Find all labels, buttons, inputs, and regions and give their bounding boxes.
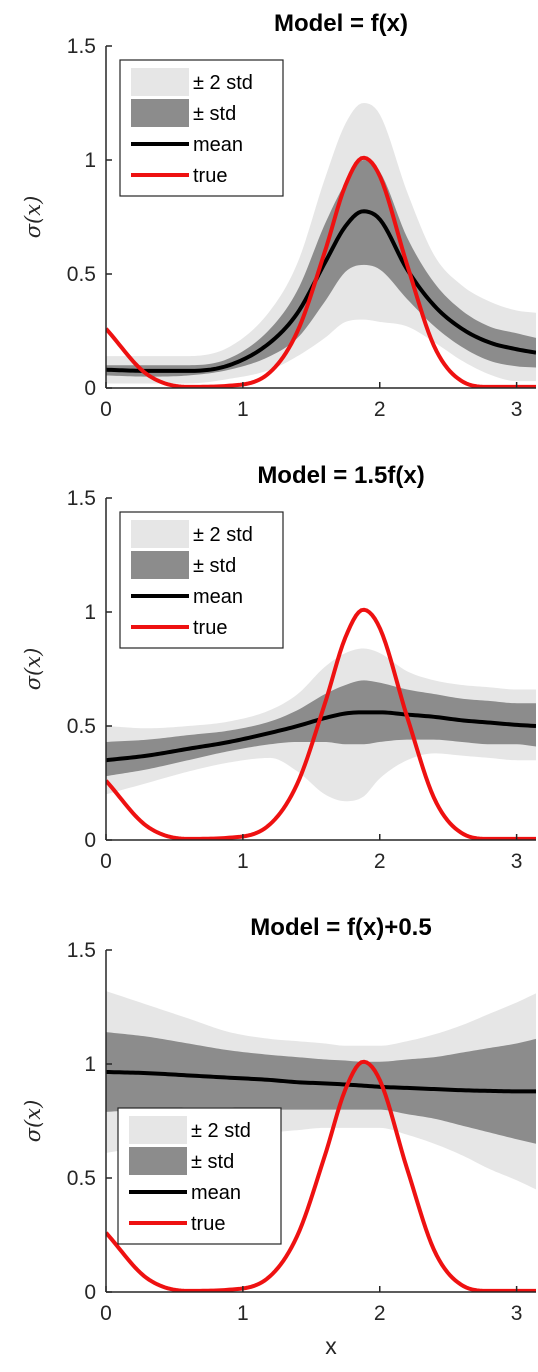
x-axis-label: x	[325, 1333, 337, 1359]
y-axis-label: σ(x)	[21, 648, 45, 691]
legend: ± 2 std ± std mean true	[119, 59, 284, 197]
legend-swatch-1std	[131, 551, 189, 579]
y-tick-label: 1.5	[67, 35, 96, 58]
x-tick-label: 2	[374, 398, 386, 421]
legend-label: ± std	[193, 103, 236, 125]
legend-label: true	[191, 1213, 225, 1235]
x-tick-label: 1	[237, 398, 249, 421]
y-tick-label: 1.5	[67, 939, 96, 962]
y-tick-label: 0.5	[67, 715, 96, 738]
plot-area	[106, 103, 536, 388]
plot-area	[106, 991, 536, 1292]
true-line	[106, 607, 536, 840]
legend-swatch-2std	[129, 1116, 187, 1144]
legend-label: ± 2 std	[191, 1120, 251, 1142]
legend-swatch-2std	[131, 520, 189, 548]
y-axis-label: σ(x)	[21, 196, 45, 239]
y-axis-label: σ(x)	[21, 1100, 45, 1143]
x-tick-label: 2	[374, 850, 386, 873]
y-tick-label: 1	[84, 1053, 96, 1076]
x-tick-label: 1	[237, 850, 249, 873]
x-tick-label: 0	[100, 1302, 112, 1325]
legend-label: ± std	[191, 1151, 234, 1173]
legend-label: mean	[191, 1182, 241, 1204]
x-tick-label: 3	[511, 1302, 523, 1325]
mean-line	[106, 1069, 536, 1094]
legend-label: mean	[193, 134, 243, 156]
y-tick-label: 0	[84, 829, 96, 852]
chart-title: Model = 1.5f(x)	[257, 462, 424, 489]
legend: ± 2 std ± std mean true	[117, 1107, 282, 1245]
legend-swatch-1std	[129, 1147, 187, 1175]
legend-label: true	[193, 617, 227, 639]
plot-area	[106, 607, 536, 840]
x-tick-label: 1	[237, 1302, 249, 1325]
y-tick-label: 1.5	[67, 487, 96, 510]
y-tick-label: 1	[84, 601, 96, 624]
chart-title: Model = f(x)	[274, 10, 408, 37]
band-1std	[106, 680, 536, 777]
y-tick-label: 0	[84, 377, 96, 400]
legend-swatch-1std	[131, 99, 189, 127]
true-line	[106, 1059, 536, 1292]
legend-label: ± 2 std	[193, 524, 253, 546]
x-tick-label: 3	[511, 398, 523, 421]
chart-title: Model = f(x)+0.5	[250, 914, 431, 941]
legend-label: ± 2 std	[193, 72, 253, 94]
panel-1: 0 1 2 3 0 0.5 1 1.5 Model = f(x) σ(x) ± 2 std ± std…	[21, 10, 536, 421]
y-tick-label: 0	[84, 1281, 96, 1304]
y-tick-label: 0.5	[67, 1167, 96, 1190]
x-tick-label: 0	[100, 398, 112, 421]
x-tick-label: 2	[374, 1302, 386, 1325]
true-line	[106, 155, 536, 388]
band-1std	[106, 1032, 536, 1144]
legend-swatch-2std	[131, 68, 189, 96]
y-tick-label: 0.5	[67, 263, 96, 286]
legend-label: ± std	[193, 555, 236, 577]
x-tick-label: 0	[100, 850, 112, 873]
legend-label: mean	[193, 586, 243, 608]
legend-label: true	[193, 165, 227, 187]
panel-3: 0 1 2 3 0 0.5 1 1.5 Model = f(x)+0.5 σ(x) x ± 2 std…	[21, 914, 536, 1359]
y-tick-label: 1	[84, 149, 96, 172]
legend: ± 2 std ± std mean true	[119, 511, 284, 649]
x-tick-label: 3	[511, 850, 523, 873]
